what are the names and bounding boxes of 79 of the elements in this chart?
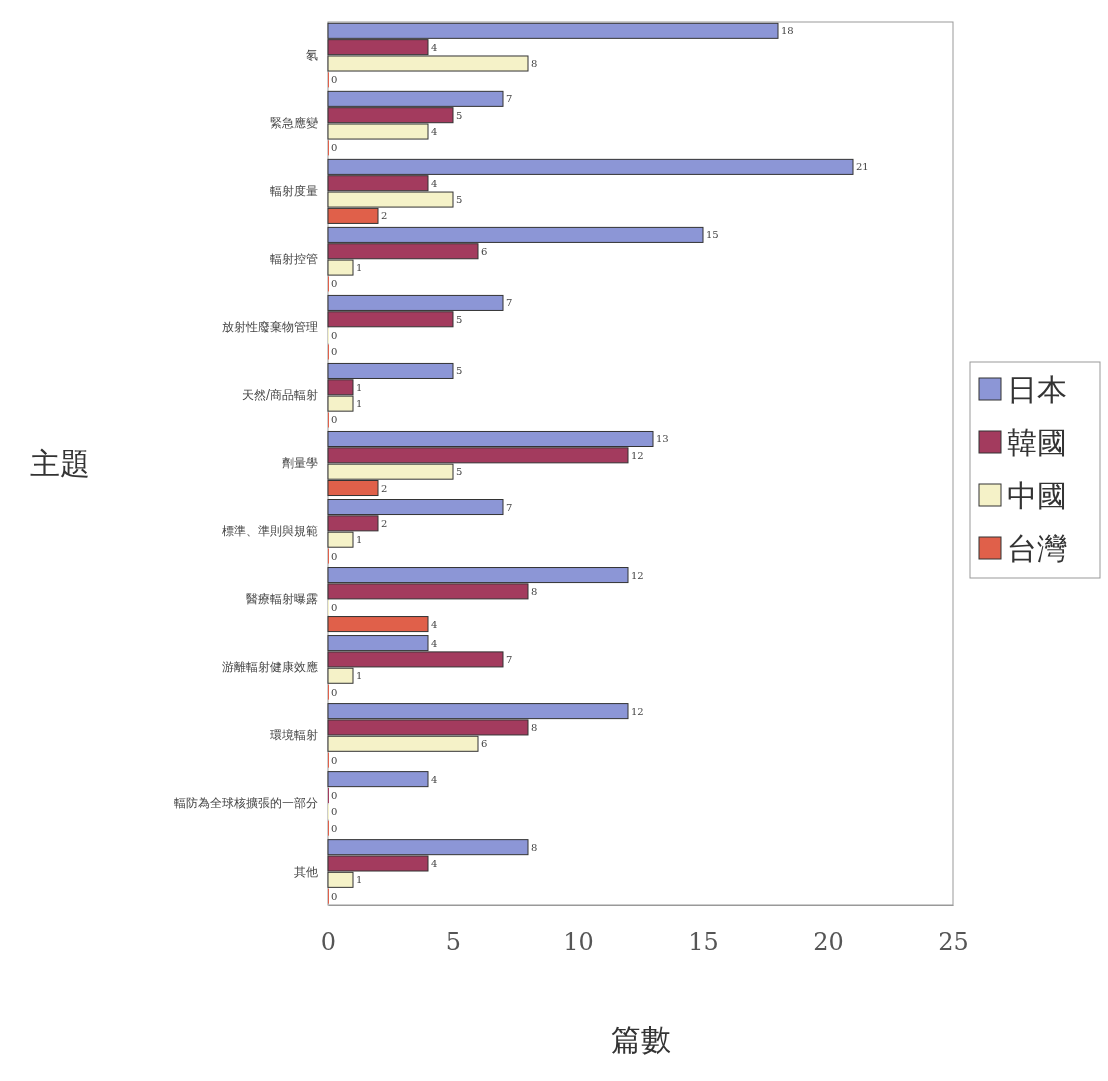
y-tick-label: 放射性廢棄物管理 [222,320,318,335]
data-label: 5 [456,466,463,478]
bar [327,771,429,788]
data-label: 2 [381,210,388,222]
data-label: 0 [331,686,338,698]
legend-label: 日本 [1007,371,1067,407]
y-tick-label: 劑量學 [282,456,318,471]
x-tick-label: 15 [688,928,719,957]
y-tick-label: 緊急應變 [270,116,318,131]
data-label: 4 [431,858,438,869]
data-label: 1 [356,381,363,393]
data-label: 1 [356,262,363,274]
data-label: 2 [381,517,388,529]
data-label: 13 [656,433,669,445]
y-tick-label: 輻射度量 [270,184,318,199]
data-label: 0 [331,414,338,426]
data-label: 1 [356,534,363,546]
y-tick-label: 天然/商品輻射 [241,388,318,403]
data-label: 0 [331,74,338,86]
y-tick-label: 氡 [306,48,318,63]
data-label: 1 [356,398,363,410]
data-label: 0 [331,789,338,801]
data-label: 12 [631,449,644,461]
data-label: 4 [431,126,438,138]
data-label: 0 [331,278,338,290]
data-label: 4 [431,618,438,630]
data-label: 1 [356,874,363,886]
x-axis-title: 篇數 [610,1022,671,1057]
x-tick-label: 20 [813,928,844,957]
data-label: 0 [331,142,338,154]
y-tick-label: 游離輻射健康效應 [222,660,318,675]
data-label: 0 [331,602,338,614]
data-label: 8 [531,721,538,733]
data-label: 7 [506,501,513,513]
data-label: 7 [506,653,513,665]
data-label: 6 [481,245,488,257]
data-label: 0 [331,346,338,358]
data-label: 5 [456,194,463,206]
data-label: 7 [506,93,513,105]
data-label: 4 [431,41,438,53]
y-tick-label: 標準、準則與規範 [222,524,318,539]
data-label: 0 [331,330,338,342]
y-axis-title: 主題 [30,446,90,481]
data-label: 5 [456,365,463,377]
data-label: 1 [356,670,363,682]
x-tick-label: 0 [320,928,337,957]
data-label: 8 [531,585,538,597]
legend-label: 韓國 [1007,424,1067,460]
y-tick-label: 醫療輻射曝露 [246,592,318,607]
bar [327,616,429,633]
x-tick-label: 10 [563,928,594,957]
data-label: 0 [331,822,338,834]
data-label: 18 [781,25,794,37]
y-tick-label: 其他 [294,864,318,879]
data-label: 5 [456,313,463,325]
data-label: 6 [481,738,488,750]
x-tick-label: 5 [445,928,462,957]
data-label: 4 [431,637,438,649]
data-label: 0 [331,806,338,818]
y-tick-label: 輻防為全球核擴張的一部分 [174,796,318,811]
data-label: 5 [456,109,463,121]
x-tick-label: 25 [938,928,969,957]
data-label: 8 [531,841,538,853]
data-label: 4 [431,177,438,189]
data-label: 0 [331,754,338,766]
legend-label: 中國 [1007,477,1067,513]
data-label: 12 [631,705,644,717]
legend-label: 台灣 [1007,530,1067,566]
data-label: 8 [531,58,538,69]
data-label: 0 [331,550,338,562]
data-label: 21 [856,161,869,173]
y-tick-label: 輻射控管 [270,252,318,267]
y-tick-label: 環境輻射 [270,728,318,743]
data-label: 7 [506,297,513,309]
data-label: 15 [706,229,719,241]
data-label: 12 [631,569,644,581]
data-label: 4 [431,773,438,785]
data-label: 2 [381,482,388,494]
data-label: 0 [331,890,338,902]
